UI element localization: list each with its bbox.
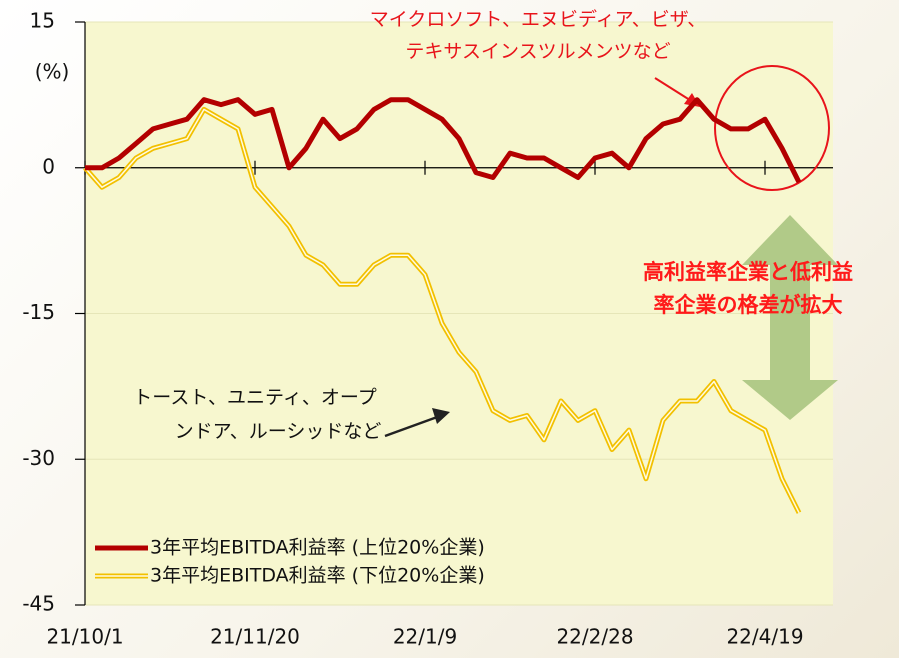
x-tick-label: 21/11/20 bbox=[210, 625, 300, 649]
y-tick-label: 15 bbox=[30, 9, 55, 33]
arrow-shaft bbox=[384, 414, 441, 438]
x-tick-label: 22/1/9 bbox=[393, 625, 457, 649]
legend-label: 3年平均EBITDA利益率 (下位20%企業) bbox=[150, 565, 485, 587]
y-axis-label: (%) bbox=[35, 60, 70, 84]
annotation: トースト、ユニティ、オープ bbox=[133, 387, 376, 409]
x-tick-label: 22/2/28 bbox=[556, 625, 633, 649]
series-line bbox=[85, 97, 802, 184]
annotation: テキサスインスツルメンツなど bbox=[405, 41, 670, 63]
y-tick-label: -30 bbox=[22, 446, 55, 470]
line-highlight bbox=[84, 108, 800, 514]
annotation: 率企業の格差が拡大 bbox=[654, 293, 843, 317]
gap-arrow bbox=[742, 215, 838, 420]
y-tick-label: -15 bbox=[22, 300, 55, 324]
x-tick-label: 22/4/19 bbox=[726, 625, 803, 649]
highlight-ellipse bbox=[714, 65, 830, 191]
arrow-shaft bbox=[654, 77, 694, 103]
y-tick-label: 0 bbox=[42, 154, 55, 178]
annotation: 高利益率企業と低利益 bbox=[643, 260, 853, 284]
annotation: ンドア、ルーシッドなど bbox=[175, 421, 382, 443]
legend-label: 3年平均EBITDA利益率 (上位20%企業) bbox=[150, 537, 485, 559]
x-tick-label: 21/10/1 bbox=[46, 625, 123, 649]
y-tick-label: -45 bbox=[22, 592, 55, 616]
arrow-head bbox=[432, 408, 450, 424]
annotation: マイクロソフト、エヌビディア、ビザ、 bbox=[370, 9, 707, 31]
annotations: マイクロソフト、エヌビディア、ビザ、 テキサスインスツルメンツなど トースト、ユ… bbox=[133, 9, 853, 443]
